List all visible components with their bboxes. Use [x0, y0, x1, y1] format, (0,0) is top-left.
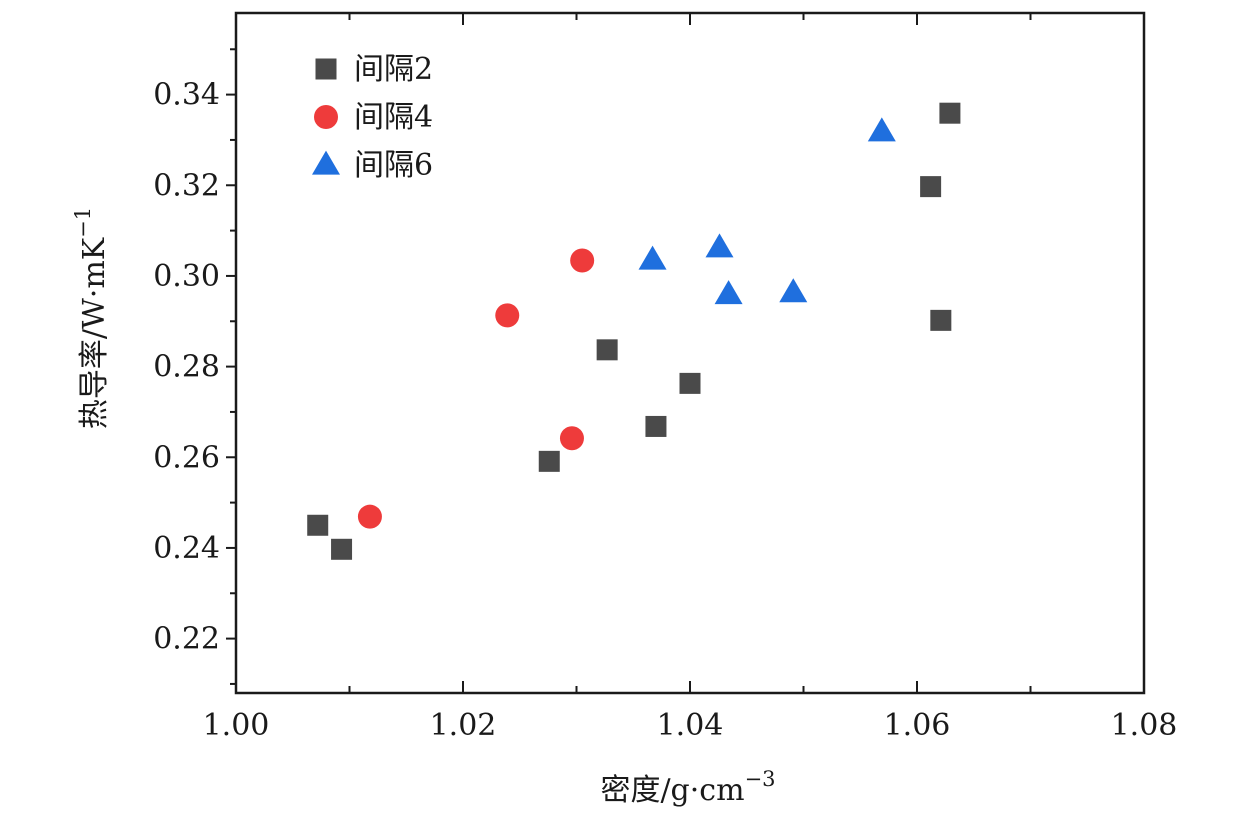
square-point-series-1 [307, 514, 329, 536]
y-axis-title-main: 热导率/W·mK [77, 237, 112, 429]
y-tick-label: 0.22 [153, 622, 220, 657]
data-points [307, 102, 961, 560]
circle-point-series-2 [570, 248, 595, 273]
x-axis-title-main: 密度/g·cm [600, 773, 744, 808]
circle-point-series-2 [559, 426, 584, 451]
square-point-series-1 [939, 102, 961, 124]
square-point-series-1 [920, 176, 942, 198]
legend-label-series-1: 间隔2 [354, 52, 433, 87]
triangle-point-series-3 [638, 245, 667, 270]
legend-square-marker [315, 58, 337, 80]
x-tick-label: 1.06 [884, 708, 951, 743]
x-tick-label: 1.04 [657, 708, 724, 743]
legend-circle-marker [314, 105, 338, 129]
x-tick-label: 1.00 [203, 708, 270, 743]
triangle-point-series-3 [714, 280, 743, 305]
y-tick-label: 0.34 [153, 78, 220, 113]
triangle-point-series-3 [779, 278, 808, 303]
y-tick-label: 0.30 [153, 259, 220, 294]
square-point-series-1 [930, 309, 952, 331]
y-axis-title: 热导率/W·mK−1 [71, 207, 112, 429]
x-tick-label: 1.02 [430, 708, 497, 743]
square-point-series-1 [679, 372, 701, 394]
legend-label-series-3: 间隔6 [354, 148, 433, 183]
legend-triangle-marker [312, 150, 340, 175]
legend: 间隔2 间隔4 间隔6 [312, 52, 433, 183]
triangle-point-series-3 [705, 233, 734, 258]
circle-point-series-2 [357, 504, 382, 529]
plot-frame [234, 11, 1146, 695]
triangle-point-series-3 [867, 117, 896, 142]
x-tick-label: 1.08 [1111, 708, 1178, 743]
y-tick-label: 0.32 [153, 168, 220, 203]
square-point-series-1 [538, 450, 560, 472]
y-axis-title-exponent: −1 [71, 207, 95, 238]
tick-labels: 1.00 1.02 1.04 1.06 1.08 0.22 0.24 0.26 0.28 0.30… [153, 78, 1177, 743]
y-tick-label: 0.28 [153, 350, 220, 385]
x-axis-title-exponent: −3 [745, 767, 776, 791]
circle-point-series-2 [495, 303, 520, 328]
legend-markers [312, 58, 340, 175]
square-point-series-1 [331, 538, 353, 560]
y-tick-label: 0.26 [153, 440, 220, 475]
square-point-series-1 [596, 339, 618, 361]
square-point-series-1 [645, 415, 667, 437]
y-tick-label: 0.24 [153, 531, 220, 566]
legend-label-series-2: 间隔4 [354, 100, 433, 135]
x-axis-title: 密度/g·cm−3 [600, 767, 775, 808]
